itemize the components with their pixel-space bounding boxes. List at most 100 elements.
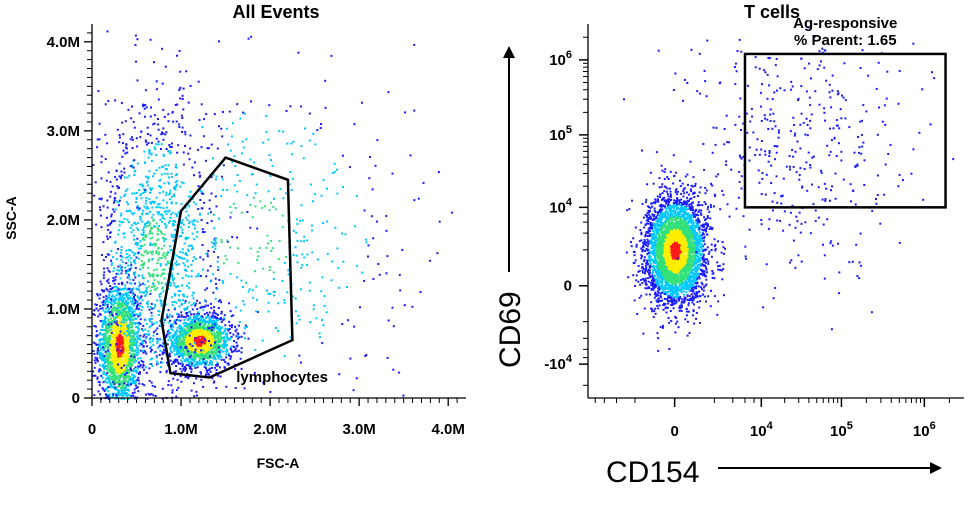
event-point [109, 365, 112, 368]
event-point [229, 332, 232, 334]
event-point [190, 338, 193, 341]
event-point [175, 389, 178, 392]
event-point [103, 355, 106, 357]
event-point [342, 260, 345, 263]
event-point [107, 318, 110, 321]
event-point [126, 325, 129, 328]
event-point [127, 259, 130, 262]
event-point [108, 270, 111, 273]
event-point [113, 377, 116, 380]
event-point [179, 349, 182, 352]
event-point [175, 260, 178, 263]
event-point [173, 339, 176, 342]
event-point [187, 236, 190, 239]
event-point [194, 348, 197, 351]
event-point [92, 350, 95, 353]
event-point [177, 344, 180, 347]
event-point [125, 327, 128, 330]
event-point [300, 240, 303, 243]
event-point [133, 238, 136, 241]
event-point [113, 326, 116, 329]
event-point [107, 301, 110, 304]
event-point [115, 311, 118, 313]
event-point [136, 243, 139, 246]
event-point [97, 380, 100, 383]
event-point [190, 341, 193, 344]
event-point [124, 354, 127, 357]
event-point [109, 288, 112, 291]
event-point [242, 285, 244, 288]
event-point [149, 201, 152, 204]
event-point [217, 319, 220, 321]
event-point [119, 342, 122, 344]
event-point [118, 348, 121, 351]
event-point [113, 301, 116, 304]
event-point [199, 306, 202, 309]
event-point [217, 374, 220, 377]
event-point [247, 290, 250, 293]
event-point [200, 219, 203, 222]
event-point [157, 143, 160, 146]
event-point [179, 251, 182, 253]
event-point [112, 336, 115, 338]
event-point [107, 330, 110, 333]
event-point [143, 205, 146, 208]
event-point [270, 159, 272, 162]
event-point [177, 352, 180, 355]
event-point [100, 283, 103, 286]
event-point [132, 394, 135, 397]
event-point [283, 355, 286, 358]
event-point [311, 200, 314, 203]
event-point [252, 296, 255, 299]
event-point [218, 366, 221, 369]
event-point [287, 269, 290, 272]
event-point [114, 219, 117, 222]
event-point [150, 311, 153, 314]
event-point [198, 348, 201, 351]
event-point [177, 348, 180, 351]
event-point [133, 192, 136, 195]
event-point [152, 213, 155, 216]
event-point [92, 341, 95, 344]
event-point [132, 375, 135, 378]
event-point [102, 241, 105, 244]
event-point [107, 343, 110, 346]
event-point [108, 394, 111, 397]
event-point [173, 187, 176, 190]
event-point [171, 344, 174, 347]
event-point [155, 154, 158, 156]
event-point [166, 315, 169, 318]
event-point [107, 281, 110, 284]
event-point [215, 341, 218, 344]
event-point [125, 270, 128, 272]
event-point [109, 325, 112, 328]
event-point [213, 311, 216, 314]
event-point [154, 394, 157, 397]
event-point [149, 134, 152, 137]
event-point [286, 291, 289, 294]
event-point [118, 292, 121, 295]
event-point [126, 176, 129, 179]
event-point [102, 346, 105, 349]
event-point [242, 111, 245, 114]
event-point [144, 89, 147, 92]
event-point [336, 247, 339, 250]
event-point [152, 284, 155, 287]
event-point [184, 365, 186, 368]
event-point [127, 384, 130, 387]
event-point [170, 233, 173, 236]
event-point [126, 356, 129, 359]
event-point [199, 340, 202, 343]
event-point [177, 211, 180, 214]
event-point [326, 253, 329, 256]
event-point [95, 343, 98, 346]
event-point [124, 320, 127, 323]
event-point [288, 183, 291, 186]
event-point [105, 345, 107, 348]
event-point [144, 295, 147, 297]
event-point [158, 211, 160, 214]
event-point [125, 365, 127, 368]
event-point [118, 335, 121, 338]
event-point [147, 334, 150, 337]
event-point [229, 246, 231, 249]
